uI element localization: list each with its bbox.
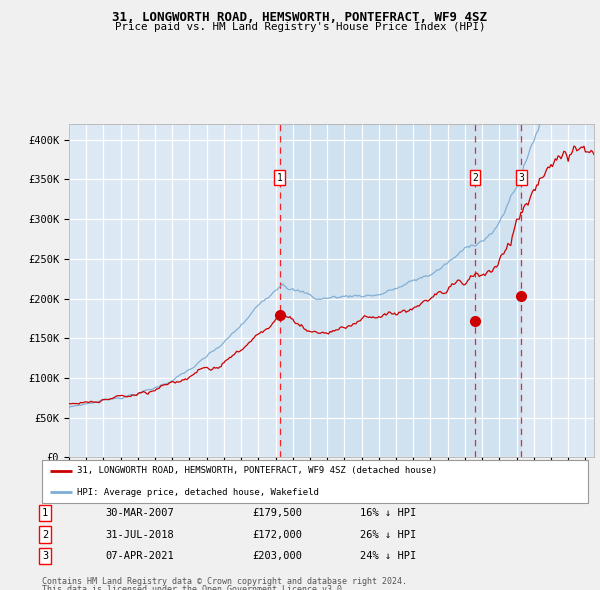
- Text: 2: 2: [42, 530, 48, 539]
- Text: 31, LONGWORTH ROAD, HEMSWORTH, PONTEFRACT, WF9 4SZ (detached house): 31, LONGWORTH ROAD, HEMSWORTH, PONTEFRAC…: [77, 466, 437, 476]
- Text: 30-MAR-2007: 30-MAR-2007: [105, 508, 174, 517]
- Text: 2: 2: [472, 173, 478, 183]
- Bar: [280, 124, 521, 457]
- Text: 24% ↓ HPI: 24% ↓ HPI: [360, 552, 416, 561]
- Text: 31-JUL-2018: 31-JUL-2018: [105, 530, 174, 539]
- Text: Contains HM Land Registry data © Crown copyright and database right 2024.: Contains HM Land Registry data © Crown c…: [42, 577, 407, 586]
- Text: 3: 3: [42, 552, 48, 561]
- Text: 26% ↓ HPI: 26% ↓ HPI: [360, 530, 416, 539]
- Text: £172,000: £172,000: [252, 530, 302, 539]
- Text: 16% ↓ HPI: 16% ↓ HPI: [360, 508, 416, 517]
- Text: This data is licensed under the Open Government Licence v3.0.: This data is licensed under the Open Gov…: [42, 585, 347, 590]
- Text: HPI: Average price, detached house, Wakefield: HPI: Average price, detached house, Wake…: [77, 487, 319, 497]
- Text: 1: 1: [277, 173, 283, 183]
- Text: 31, LONGWORTH ROAD, HEMSWORTH, PONTEFRACT, WF9 4SZ: 31, LONGWORTH ROAD, HEMSWORTH, PONTEFRAC…: [113, 11, 487, 24]
- Text: 07-APR-2021: 07-APR-2021: [105, 552, 174, 561]
- Text: £203,000: £203,000: [252, 552, 302, 561]
- Text: 1: 1: [42, 508, 48, 517]
- FancyBboxPatch shape: [42, 460, 588, 503]
- Text: £179,500: £179,500: [252, 508, 302, 517]
- Text: Price paid vs. HM Land Registry's House Price Index (HPI): Price paid vs. HM Land Registry's House …: [115, 22, 485, 32]
- Text: 3: 3: [518, 173, 524, 183]
